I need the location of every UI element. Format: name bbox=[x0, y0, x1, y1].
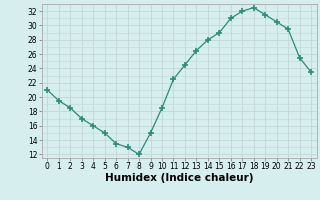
X-axis label: Humidex (Indice chaleur): Humidex (Indice chaleur) bbox=[105, 173, 253, 183]
